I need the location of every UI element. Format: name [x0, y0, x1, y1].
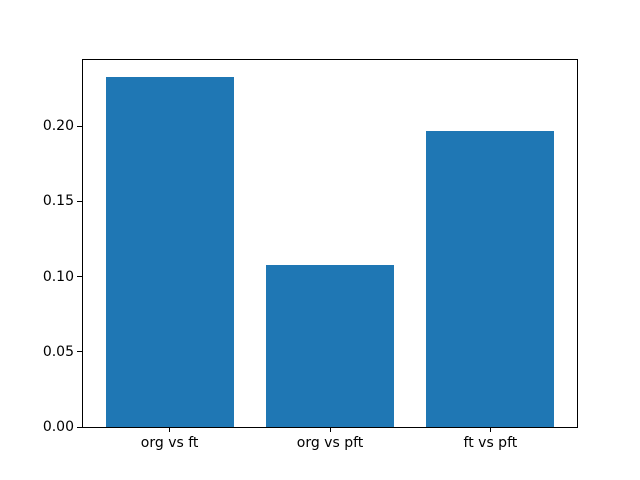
y-tick-mark: [77, 125, 82, 127]
x-tick-mark: [329, 428, 331, 432]
bar-org-vs-pft: [265, 264, 395, 427]
x-tick-mark: [169, 428, 171, 432]
x-tick-label-org-vs-ft: org vs ft: [140, 435, 199, 451]
y-tick-mark: [77, 426, 82, 428]
x-tick-label-ft-vs-pft: ft vs pft: [463, 435, 518, 451]
y-tick-label: 0.20: [42, 118, 74, 135]
plot-area: [82, 59, 578, 428]
y-tick-label: 0.10: [42, 268, 74, 285]
x-tick-label-org-vs-pft: org vs pft: [296, 435, 364, 451]
y-tick-label: 0.15: [42, 193, 74, 210]
bar-org-vs-ft: [105, 76, 234, 427]
bar-ft-vs-pft: [426, 130, 555, 427]
y-tick-mark: [77, 200, 82, 202]
x-tick-mark: [489, 428, 491, 432]
y-tick-label: 0.00: [42, 419, 74, 435]
y-tick-mark: [77, 276, 82, 278]
y-tick-mark: [77, 351, 82, 353]
y-tick-label: 0.05: [42, 343, 74, 360]
